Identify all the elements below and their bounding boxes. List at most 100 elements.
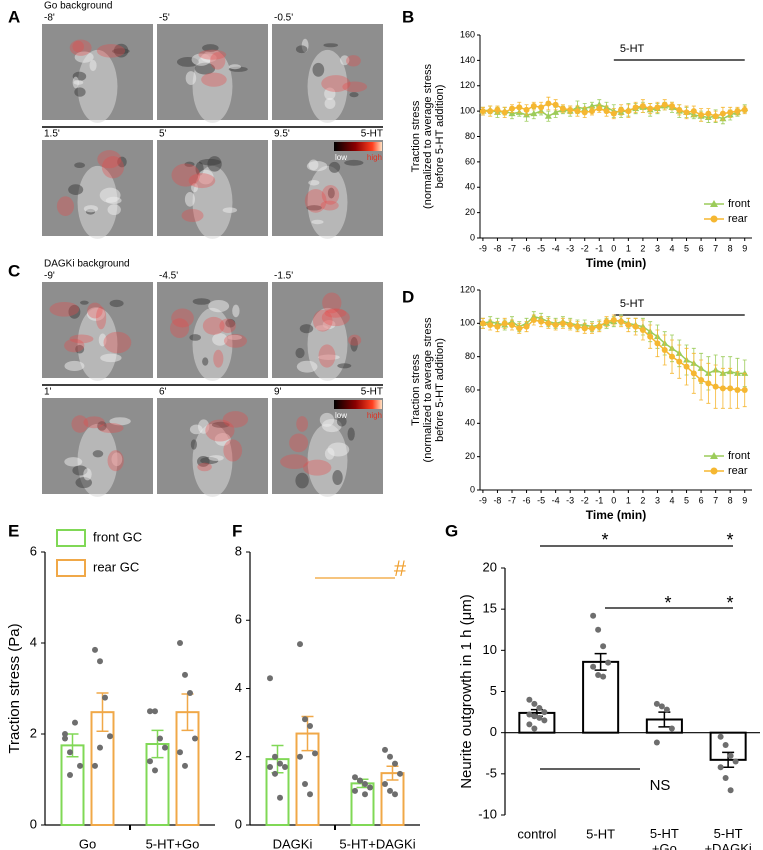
y-tick-label: 0 xyxy=(30,816,37,831)
x-tick-label: DAGKi xyxy=(273,836,313,850)
marker xyxy=(552,108,560,115)
x-tick-label: -6 xyxy=(523,243,531,253)
data-point xyxy=(600,643,607,650)
marker xyxy=(538,318,545,325)
marker xyxy=(603,108,610,115)
y-tick-label: 0 xyxy=(490,724,497,739)
marker xyxy=(683,109,690,116)
treatment-label: 5-HT xyxy=(620,298,645,310)
data-point xyxy=(541,717,548,724)
marker xyxy=(479,320,486,327)
data-point xyxy=(272,770,278,777)
time-label: 9' xyxy=(274,387,282,398)
panel-letter: C xyxy=(8,261,20,280)
time-label: 1.5' xyxy=(44,129,60,140)
y-axis-label: Traction stress xyxy=(410,354,422,426)
cell-structure xyxy=(89,59,97,72)
time-label: 5' xyxy=(159,129,167,140)
legend-swatch xyxy=(56,559,86,577)
marker xyxy=(741,369,749,376)
marker xyxy=(618,106,625,113)
stress-signal xyxy=(188,173,216,189)
stress-signal xyxy=(96,44,126,58)
marker xyxy=(501,320,508,327)
cell-structure xyxy=(324,87,336,101)
stress-signal xyxy=(205,419,235,442)
data-point xyxy=(531,713,538,720)
error-bar xyxy=(301,715,314,752)
stress-signal xyxy=(197,462,212,472)
data-point xyxy=(526,711,533,718)
x-axis-label: Time (min) xyxy=(586,256,646,270)
data-point xyxy=(653,739,660,746)
marker xyxy=(530,110,538,117)
cell-structure xyxy=(332,470,343,486)
cell-structure xyxy=(197,169,214,185)
data-point xyxy=(177,640,183,646)
x-tick-label: 5-HT+Go xyxy=(650,826,679,850)
cell-structure xyxy=(189,424,203,435)
x-tick-label: 0 xyxy=(611,243,616,253)
error-bar xyxy=(151,729,164,759)
cell-structure xyxy=(68,304,81,319)
x-tick-label: -2 xyxy=(581,243,589,253)
time-label: 9.5' xyxy=(274,129,290,140)
y-tick-label: 80 xyxy=(465,351,475,361)
cell-structure xyxy=(211,421,230,428)
data-point xyxy=(277,760,283,767)
error-bar xyxy=(594,652,607,671)
data-point xyxy=(352,787,358,794)
x-tick-label: -4 xyxy=(552,243,560,253)
data-point xyxy=(177,749,183,756)
marker xyxy=(698,111,705,118)
cell-structure xyxy=(202,357,209,366)
stress-signal xyxy=(312,309,333,332)
cell-structure xyxy=(299,324,314,334)
data-point xyxy=(717,733,724,740)
annotation: * xyxy=(726,593,733,613)
data-point xyxy=(152,767,158,774)
stress-signal xyxy=(321,184,340,205)
marker xyxy=(618,318,625,325)
cell-structure xyxy=(337,363,352,369)
marker xyxy=(509,105,515,112)
stress-signal xyxy=(222,411,249,428)
y-tick-label: 120 xyxy=(460,284,475,294)
legend-label: rear xyxy=(728,213,748,225)
annotation: # xyxy=(394,556,407,581)
data-point xyxy=(302,716,308,723)
stress-signal xyxy=(348,334,362,346)
stress-signal xyxy=(202,316,225,335)
stress-signal xyxy=(346,55,361,67)
marker xyxy=(654,104,661,111)
time-label: -0.5' xyxy=(274,13,293,24)
micrograph xyxy=(42,398,153,497)
stress-signal xyxy=(98,423,124,434)
treatment-label: 5-HT xyxy=(361,387,383,398)
y-tick-label: 100 xyxy=(460,106,475,116)
marker xyxy=(581,325,588,332)
data-point xyxy=(187,690,193,697)
cell-body xyxy=(77,307,118,381)
y-tick-label: 4 xyxy=(30,634,37,649)
data-point xyxy=(536,704,543,711)
cell-structure xyxy=(232,304,240,318)
x-tick-label: control xyxy=(517,826,556,841)
micrograph xyxy=(42,140,153,239)
marker xyxy=(552,322,559,328)
y-tick-label: 60 xyxy=(465,384,475,394)
cell-structure xyxy=(184,191,195,207)
data-point xyxy=(282,763,288,770)
colorbar-label: high xyxy=(367,411,382,420)
stress-signal xyxy=(213,349,224,368)
stress-signal xyxy=(83,416,105,429)
data-point xyxy=(147,758,153,765)
data-point xyxy=(97,658,103,665)
marker xyxy=(727,109,734,116)
cell-structure xyxy=(225,318,236,328)
cell-structure xyxy=(74,162,86,169)
series-line xyxy=(482,319,745,391)
colorbar-label: low xyxy=(335,411,347,420)
marker xyxy=(595,101,603,108)
